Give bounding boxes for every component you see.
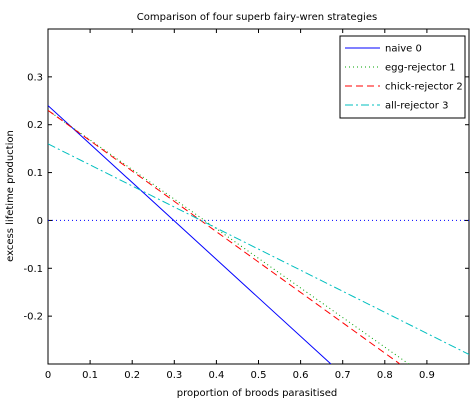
series-line-chick-rejector-2 [48,109,401,364]
y-tick-label: -0.2 [23,312,43,323]
x-tick-label: 0.3 [166,370,182,381]
legend-label: egg-rejector 1 [385,63,456,74]
series-line-all-rejector-3 [48,143,469,355]
series-line-egg-rejector-1 [48,109,410,364]
y-axis-label: excess lifetime production [5,130,16,262]
legend-label: naive 0 [385,44,422,55]
x-tick-label: 0.4 [208,370,224,381]
y-tick-label: 0.2 [27,120,43,131]
y-tick-label: 0.3 [27,72,43,83]
legend-label: chick-rejector 2 [385,82,463,93]
y-tick-label: 0 [37,216,43,227]
y-tick-label: -0.1 [23,264,43,275]
series-group [48,105,469,364]
legend-label: all-rejector 3 [385,101,448,112]
x-tick-label: 0 [45,370,51,381]
chart-title: Comparison of four superb fairy-wren str… [137,12,377,23]
series-line-naive-0 [48,105,332,364]
x-tick-label: 0.5 [251,370,267,381]
legend: naive 0 egg-rejector 1 chick-rejector 2 all… [339,35,466,119]
legend-box [339,35,466,119]
x-tick-label: 0.6 [293,370,309,381]
y-axis: -0.2 -0.1 0 0.1 0.2 0.3 [23,72,469,323]
x-axis-label: proportion of broods parasitised [177,388,337,399]
x-axis: 0 0.1 0.2 0.3 0.4 0.5 0.6 0.7 0.8 0.9 [45,29,435,381]
y-tick-label: 0.1 [27,168,43,179]
x-tick-label: 0.8 [377,370,393,381]
x-tick-label: 0.9 [419,370,435,381]
x-tick-label: 0.7 [335,370,351,381]
x-tick-label: 0.1 [82,370,98,381]
x-tick-label: 0.2 [124,370,140,381]
